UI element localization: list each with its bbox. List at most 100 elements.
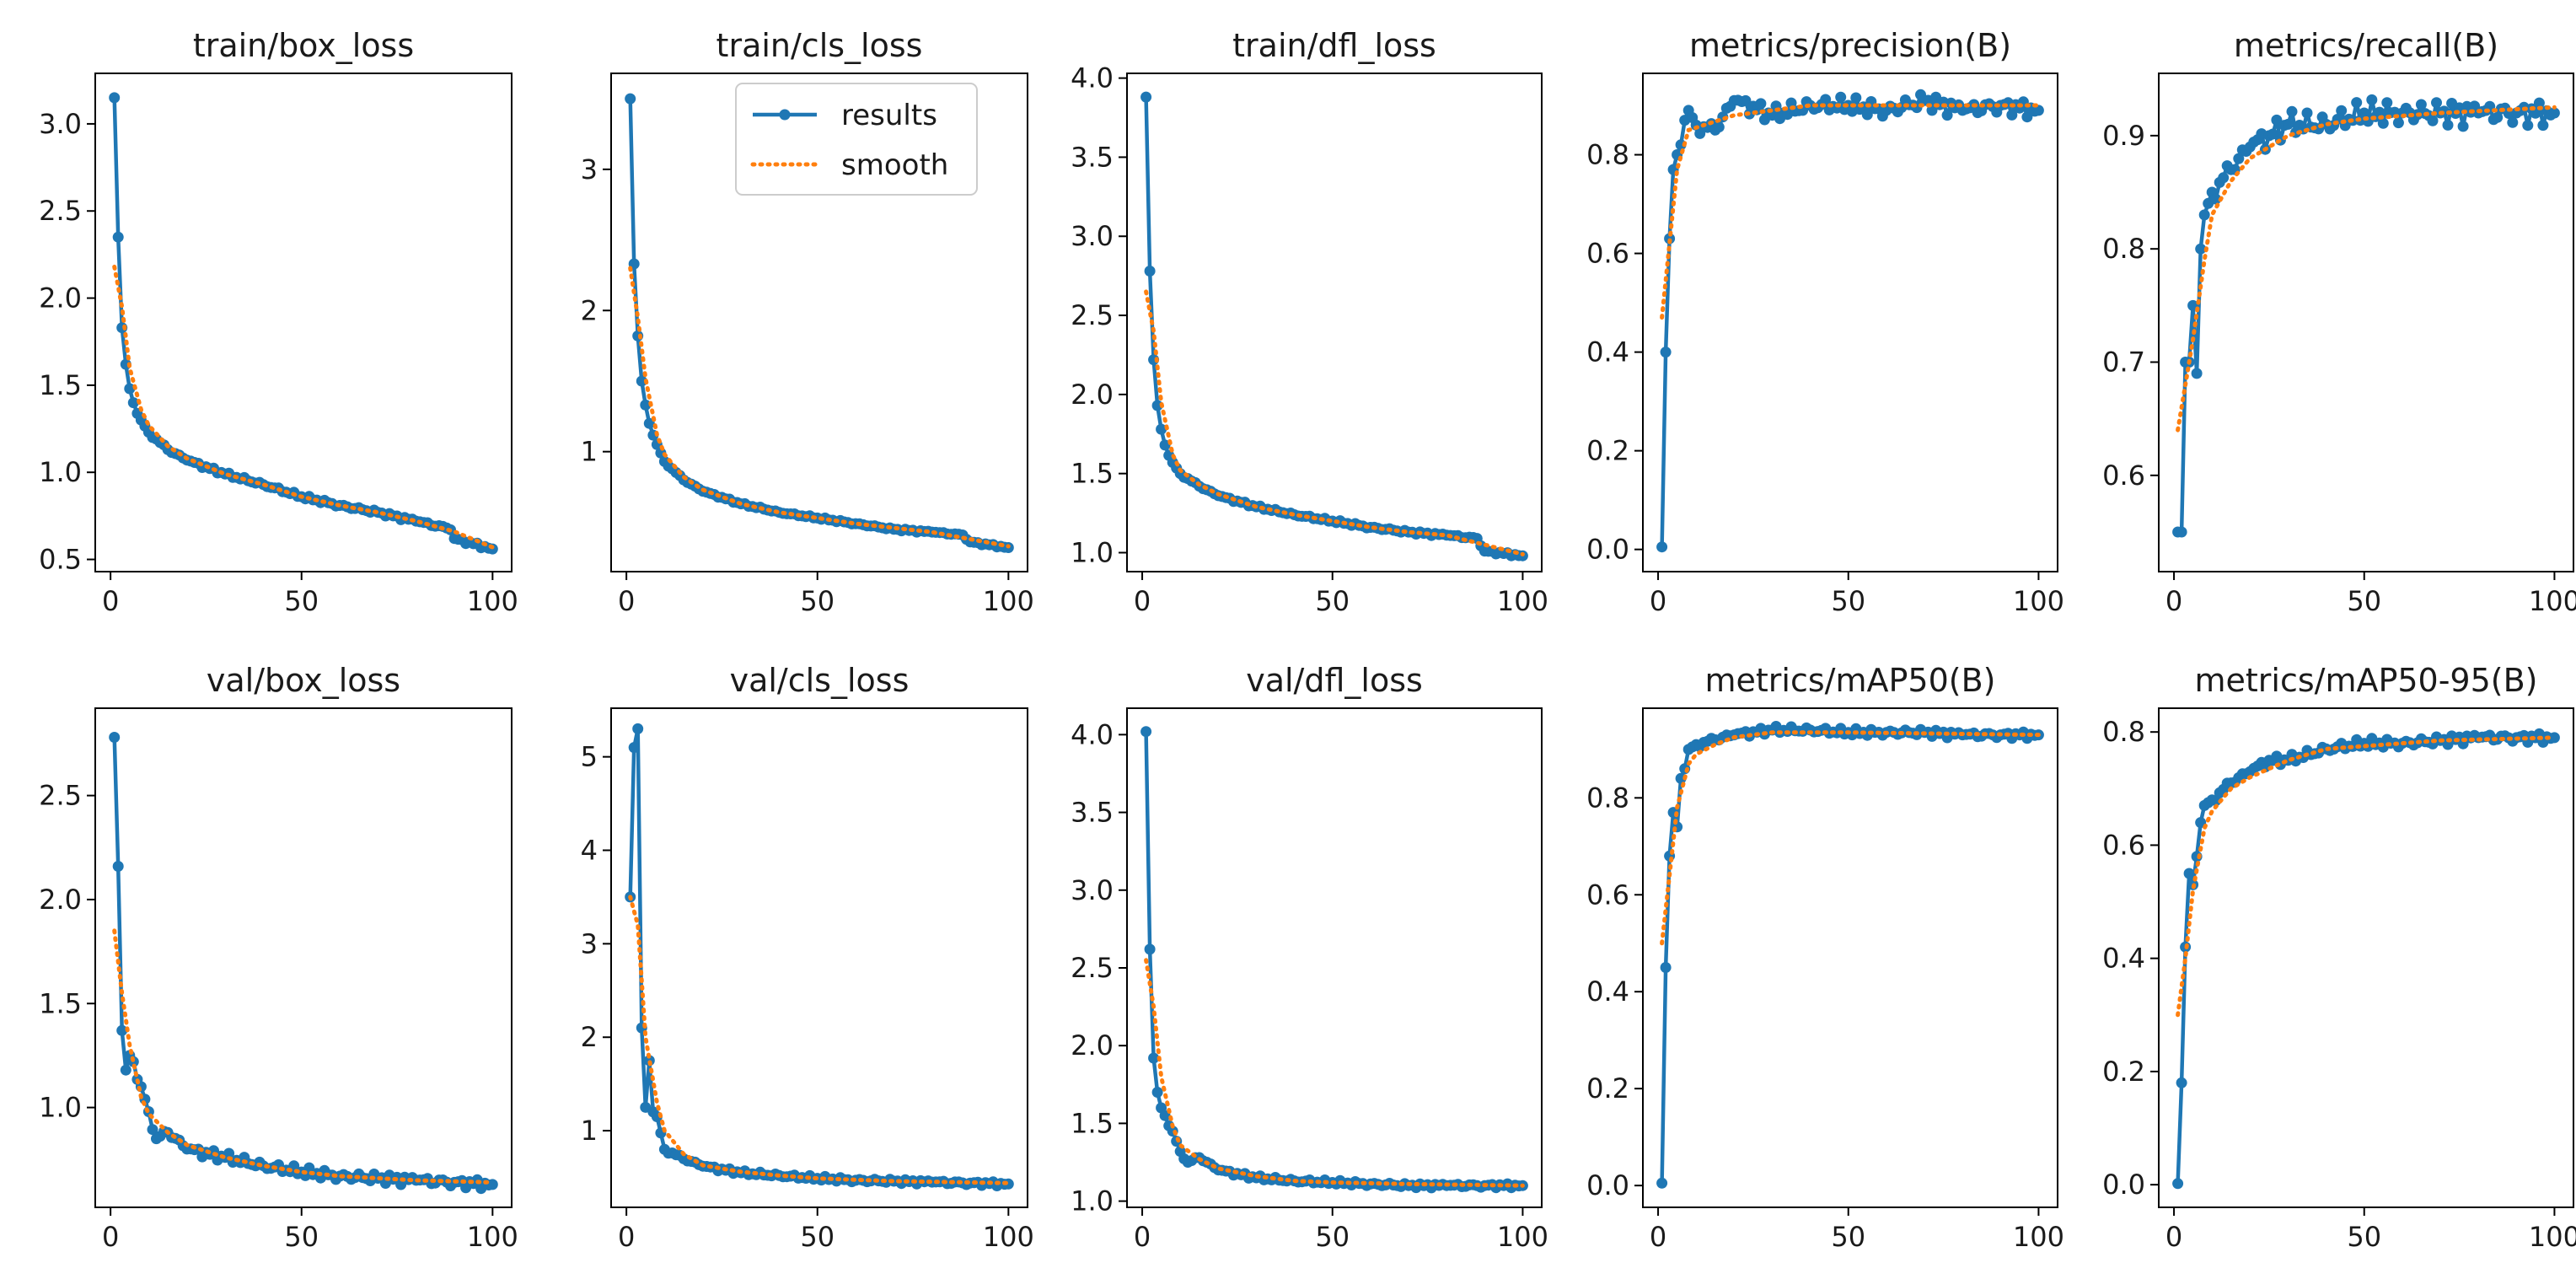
results-point — [640, 399, 652, 411]
y-tick-label: 4.0 — [1071, 718, 1114, 750]
results-series — [2172, 94, 2560, 538]
smooth-line — [1660, 103, 2041, 320]
subplot-title: train/cls_loss — [716, 27, 923, 64]
axes-frame — [610, 73, 1028, 572]
subplot-title: train/dfl_loss — [1232, 27, 1436, 64]
smooth-line — [628, 266, 1011, 549]
axes-frame — [1642, 707, 2058, 1208]
smooth-series — [2176, 735, 2557, 1018]
results-series — [1140, 726, 1528, 1194]
subplot-title: val/cls_loss — [730, 662, 910, 699]
y-tick-label: 4 — [581, 835, 598, 867]
results-point — [1140, 726, 1152, 738]
results-point — [643, 417, 655, 429]
results-point — [2507, 116, 2519, 128]
x-tick-label: 50 — [284, 585, 319, 617]
y-tick-label: 1 — [581, 436, 598, 468]
results-point — [2442, 119, 2454, 131]
x-tick-label: 0 — [2165, 1221, 2182, 1253]
results-point — [1159, 439, 1171, 451]
y-tick-label: 0.0 — [1586, 1169, 1629, 1201]
subplot-5: val/box_loss 0 50 100 1.0 1.5 2.0 2.5 — [39, 662, 518, 1253]
x-tick-label: 50 — [800, 1221, 835, 1253]
y-tick-label: 0.2 — [1586, 1072, 1629, 1104]
results-point — [2381, 97, 2393, 109]
smooth-line — [112, 264, 495, 550]
results-point — [2533, 97, 2545, 109]
y-tick-label: 2.0 — [39, 282, 82, 314]
y-tick-label: 0.8 — [1586, 139, 1629, 171]
results-point — [2336, 105, 2348, 116]
y-tick-label: 2.0 — [1071, 379, 1114, 411]
x-tick-label: 0 — [102, 1221, 119, 1253]
x-tick-label: 0 — [618, 585, 635, 617]
y-tick-label: 0.8 — [2102, 716, 2145, 748]
results-point — [2427, 115, 2439, 126]
y-tick-label: 1.0 — [1071, 1185, 1114, 1217]
y-tick-label: 0.6 — [1586, 879, 1629, 911]
axes-frame — [2158, 707, 2574, 1208]
y-tick-label: 3 — [581, 927, 598, 959]
results-point — [2359, 107, 2370, 119]
x-tick-label: 100 — [467, 585, 518, 617]
x-tick-label: 100 — [2013, 1221, 2064, 1253]
results-point — [1926, 105, 1938, 116]
results-point — [632, 723, 644, 734]
subplot-title: metrics/recall(B) — [2234, 27, 2498, 64]
subplot-title: metrics/mAP50(B) — [1705, 662, 1996, 699]
results-point — [2522, 120, 2534, 132]
x-tick-label: 50 — [1831, 1221, 1865, 1253]
results-line — [628, 727, 1009, 1188]
results-point — [2537, 120, 2549, 132]
axes-frame — [2158, 73, 2574, 572]
results-point — [2191, 368, 2203, 379]
results-point — [1713, 121, 1725, 133]
results-line — [1144, 731, 1523, 1190]
results-point — [636, 375, 647, 387]
results-series — [109, 92, 498, 555]
smooth-series — [1660, 730, 2041, 946]
x-tick-label: 50 — [2347, 1221, 2381, 1253]
results-point — [2374, 106, 2385, 118]
subplot-3: metrics/precision(B) 0 50 100 0.0 0.2 0.4 0.6 0.… — [1586, 27, 2064, 617]
axes-frame — [94, 73, 513, 572]
smooth-series — [628, 266, 1011, 549]
x-tick-label: 0 — [618, 1221, 635, 1253]
legend: results smooth — [735, 83, 978, 196]
results-point — [2218, 172, 2230, 184]
y-tick-label: 0.6 — [2102, 459, 2145, 492]
results-point — [1660, 962, 1672, 973]
results-point — [2548, 732, 2560, 744]
results-point — [124, 383, 136, 395]
results-point — [2195, 817, 2207, 829]
legend-entry-results: results — [753, 99, 937, 132]
x-tick-label: 100 — [983, 585, 1034, 617]
smooth-line — [112, 928, 495, 1185]
results-point — [1850, 92, 1862, 104]
y-tick-label: 0.7 — [2102, 347, 2145, 379]
results-point — [2301, 107, 2313, 119]
x-tick-label: 0 — [1134, 585, 1151, 617]
y-tick-label: 1.5 — [39, 987, 82, 1019]
y-tick-label: 2 — [581, 294, 598, 326]
smooth-series — [1144, 958, 1525, 1188]
y-tick-label: 3.0 — [39, 108, 82, 140]
smooth-series — [112, 264, 495, 550]
results-point — [2415, 99, 2427, 110]
subplot-4: metrics/recall(B) 0 50 100 0.6 0.7 0.8 0.9 — [2102, 27, 2576, 617]
y-tick-label: 1.0 — [39, 1092, 82, 1124]
smooth-line — [628, 895, 1011, 1185]
y-tick-label: 3.0 — [1071, 874, 1114, 906]
legend-box — [735, 83, 978, 196]
results-point — [1660, 347, 1672, 358]
y-tick-label: 3.0 — [1071, 220, 1114, 252]
results-point — [486, 1179, 498, 1190]
results-point — [1144, 943, 1156, 955]
legend-label: results — [841, 99, 937, 132]
results-point — [2021, 111, 2033, 123]
results-point — [2176, 1077, 2187, 1088]
subplot-title: val/dfl_loss — [1246, 662, 1423, 699]
results-point — [1820, 94, 1832, 105]
subplot-6: val/cls_loss 0 50 100 1 2 3 4 5 — [581, 662, 1034, 1253]
results-point — [2006, 109, 2018, 121]
